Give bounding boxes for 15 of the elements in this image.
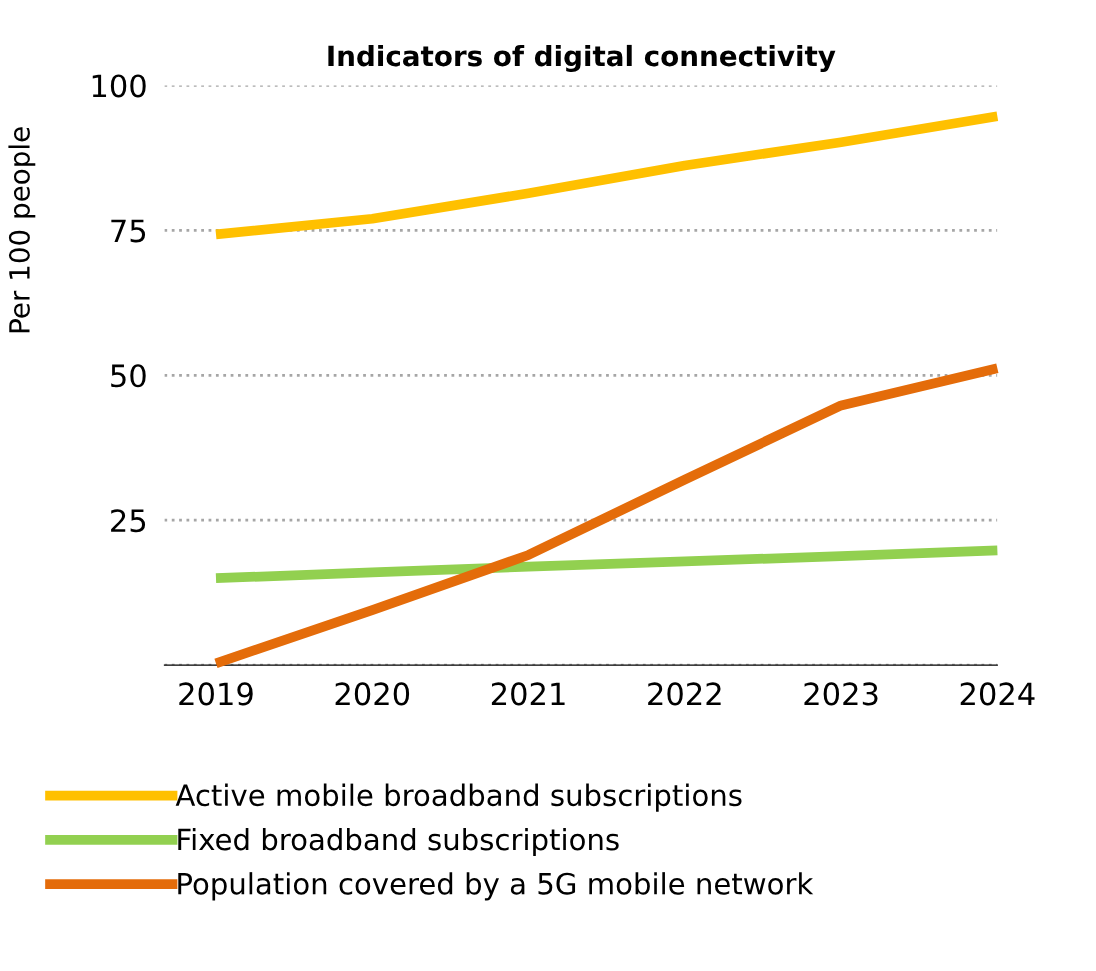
x-tick-label: 2024 bbox=[960, 682, 1035, 706]
legend-label: Active mobile broadband subscriptions bbox=[175, 783, 742, 812]
x-tick-label: 2023 bbox=[804, 682, 878, 706]
x-tick-label: 2020 bbox=[335, 682, 410, 706]
y-tick-label: 50 bbox=[111, 364, 146, 388]
y-tick-label: 100 bbox=[92, 74, 146, 98]
y-tick-label: 75 bbox=[111, 219, 146, 243]
legend-label: Fixed broadband subscriptions bbox=[178, 827, 619, 857]
y-tick-label: 25 bbox=[111, 509, 146, 533]
legend-label: Population covered by a 5G mobile network bbox=[178, 872, 814, 901]
chart-title: Indicators of digital connectivity bbox=[328, 44, 836, 72]
x-tick-label: 2021 bbox=[491, 682, 565, 706]
x-tick-label: 2019 bbox=[179, 682, 253, 706]
x-tick-label: 2022 bbox=[648, 682, 721, 706]
y-axis-title: Per 100 people bbox=[8, 127, 36, 333]
